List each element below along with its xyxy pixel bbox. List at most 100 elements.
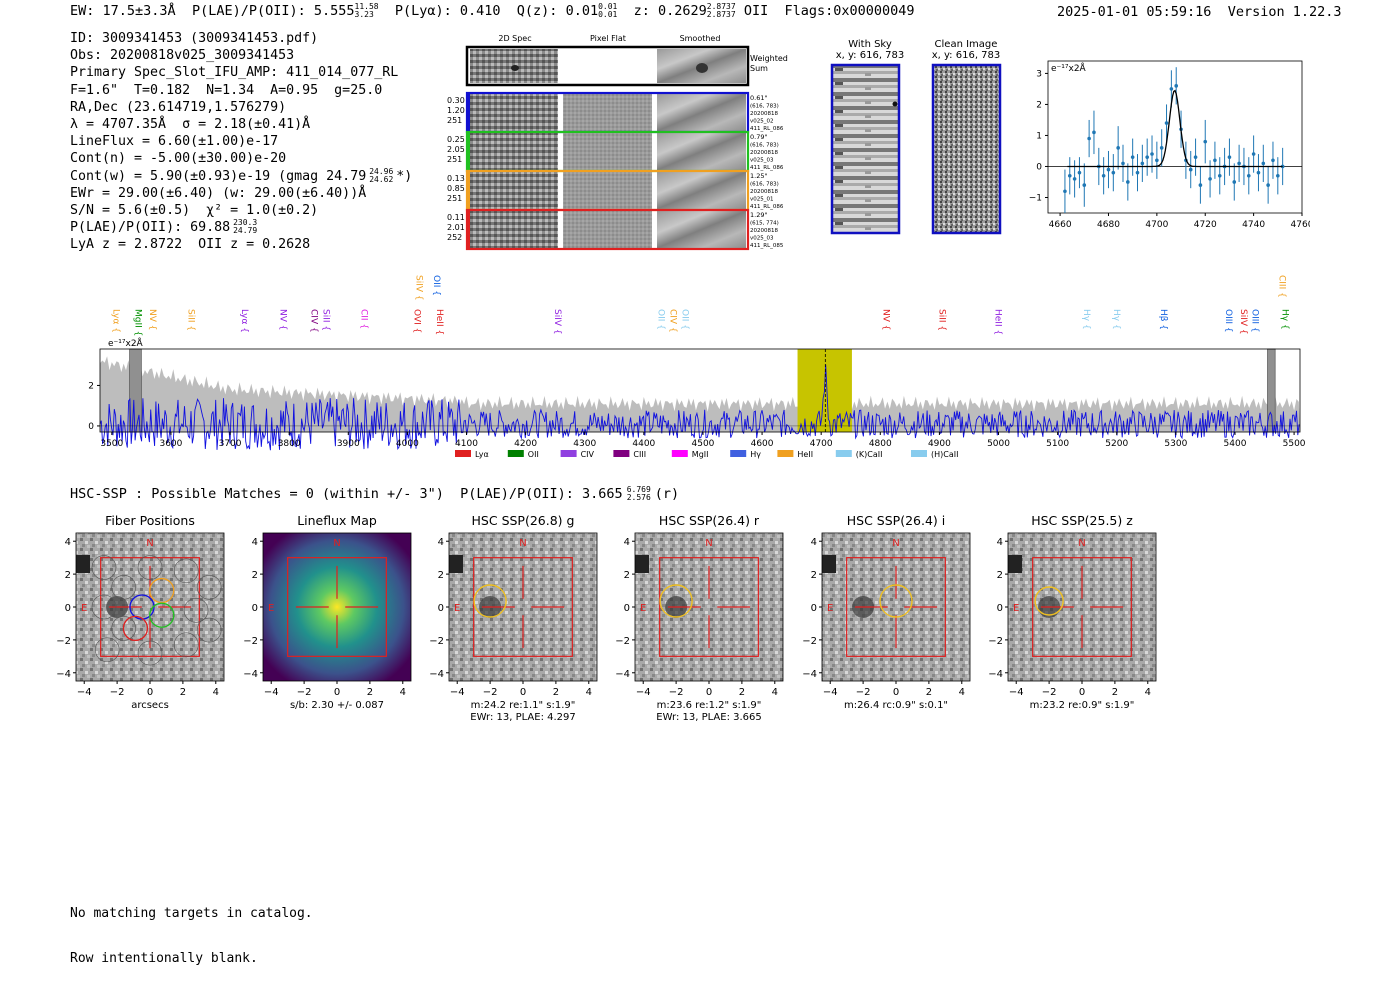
zoom-ytick-label: 2 (1036, 100, 1042, 110)
info-params: F=1.6" T=0.182 N=1.34 A=0.95 g=25.0 (70, 82, 383, 98)
row-left-stat: 0.85 (447, 184, 465, 193)
hsc-ytick-label: 2 (252, 570, 258, 581)
hsc-aperture (879, 584, 913, 618)
zoom-point (1116, 146, 1120, 150)
legend-swatch (835, 450, 852, 457)
hsc-panel-title: HSC SSP(25.5) z (1031, 513, 1133, 528)
zoom-point (1276, 173, 1280, 178)
hsc-caption: s/b: 2.30 +/- 0.087 (290, 700, 384, 711)
hsc-ytick-label: −4 (243, 669, 258, 680)
with-sky-title: With Sky (848, 39, 892, 50)
weighted-label: Weighted Sum (750, 54, 788, 73)
hsc-ytick-label: 2 (624, 570, 630, 581)
spec-line-marker: OIII { (1250, 309, 1260, 333)
legend-label: CIII (633, 450, 646, 459)
hsc-xtick-label: −2 (669, 687, 684, 698)
zoom-point (1193, 155, 1198, 159)
ew-value: EW: 17.5±3.3Å (70, 3, 176, 19)
row-2d-spec (470, 172, 558, 209)
row-color-bar (467, 171, 470, 210)
spec-line-marker: NV { (147, 309, 157, 330)
hsc-caption: m:23.2 re:0.9" s:1.9" (1030, 700, 1135, 711)
spec-line-marker: MgII { (132, 309, 142, 336)
hsc-ytick-label: 2 (811, 570, 817, 581)
row-left-stat: 2.01 (447, 223, 465, 232)
spec-line-marker: Hβ { (1158, 309, 1168, 330)
zoom-point (1135, 170, 1140, 175)
hsc-xtick-label: 0 (334, 687, 340, 698)
hsc-imaging-panels: Fiber Positions N E −4 −4 −2 −2 0 0 2 2 4 4 arcsecs Li… (56, 513, 1157, 723)
hsc-xtick-label: 2 (553, 687, 559, 698)
row-right-stat: (615, 774) (750, 221, 779, 227)
hsc-ytick-label: 0 (65, 603, 71, 614)
hsc-ytick-label: −4 (56, 669, 71, 680)
hsc-xtick-label: 0 (706, 687, 712, 698)
zoom-point (1280, 164, 1285, 169)
with-sky-image (830, 63, 901, 235)
footer-line-1: No matching targets in catalog. (70, 906, 313, 921)
spec-xtick-label: 4000 (396, 439, 419, 449)
row-right-stat: 20200818 (750, 189, 778, 195)
hsc-caption-2: EWr: 13, PLAE: 3.665 (656, 712, 762, 723)
hsc-xtick-label: 0 (1079, 687, 1085, 698)
fiber-position (91, 555, 117, 580)
spec-line-marker: SiII { (320, 309, 330, 331)
legend-label: (K)CaII (856, 450, 883, 459)
spec-line-marker: CIV { (309, 309, 319, 333)
row-pixel-flat (563, 172, 652, 209)
row-left-stat: 251 (447, 116, 462, 125)
header-summary: EW: 17.5±3.3Å P(LAE)/P(OII): 5.555 11.58 3… (70, 2, 915, 20)
hsc-xtick-label: −2 (856, 687, 871, 698)
legend-label: MgII (692, 450, 709, 459)
hsc-cutout-image (635, 533, 783, 681)
spec-line-marker: SiII { (936, 309, 946, 331)
fiber-position (137, 555, 163, 580)
hsc-xtick-label: 4 (772, 687, 778, 698)
spec-xtick-label: 4500 (692, 439, 715, 449)
legend-label: CIV (581, 450, 595, 459)
clean-image (931, 63, 1002, 235)
hsc-xtick-label: 0 (520, 687, 526, 698)
zoom-xtick-label: 4660 (1049, 220, 1072, 230)
spec-xtick-label: 5500 (1283, 439, 1306, 449)
clean-image-xy: x, y: 616, 783 (932, 50, 1001, 61)
with-sky-xy: x, y: 616, 783 (836, 50, 905, 61)
spec-xtick-label: 4700 (810, 439, 833, 449)
fiber-position (111, 574, 136, 600)
zoom-point (1082, 183, 1087, 187)
spec-line-marker: Lyα { (111, 309, 121, 333)
spec-axes-frame (99, 348, 1301, 433)
hsc-cutout-image (76, 533, 224, 681)
zoom-ytick-label: −1 (1029, 193, 1042, 203)
spec-line-marker: NV { (880, 309, 890, 330)
hsc-search-box (287, 557, 387, 657)
hsc-ytick-label: −4 (429, 669, 444, 680)
hsc-aperture (1034, 586, 1064, 616)
spec-xtick-label: 3900 (337, 439, 360, 449)
row-right-stat: 20200818 (750, 111, 778, 117)
zoom-point (1067, 173, 1072, 178)
info-id: ID: 3009341453 (3009341453.pdf) (70, 31, 319, 46)
zoom-point (1159, 146, 1164, 150)
hsc-search-box (1032, 557, 1132, 657)
zoom-point (1237, 161, 1241, 166)
spec-xtick-label: 4300 (573, 439, 596, 449)
hsc-xtick-label: 2 (367, 687, 373, 698)
zoom-xtick-label: 4700 (1145, 220, 1168, 230)
z-line: OII (743, 3, 769, 19)
row-right-stat: 411_RL_085 (750, 243, 784, 249)
hsc-xtick-label: 2 (1112, 687, 1118, 698)
zoom-point (1174, 84, 1179, 88)
legend-swatch (777, 450, 794, 457)
col-smoothed: Smoothed (680, 34, 721, 43)
east-label: E (81, 603, 87, 614)
spec-line-marker: CII { (358, 309, 368, 329)
row-smoothed (657, 172, 746, 209)
clean-image-title: Clean Image (935, 39, 998, 50)
spec-xtick-label: 4900 (928, 439, 951, 449)
hsc-ytick-label: 4 (438, 537, 444, 548)
zoom-point (1198, 183, 1203, 187)
fiber-position (183, 597, 209, 623)
row-color-bar (467, 210, 470, 249)
hsc-xtick-label: 4 (959, 687, 965, 698)
